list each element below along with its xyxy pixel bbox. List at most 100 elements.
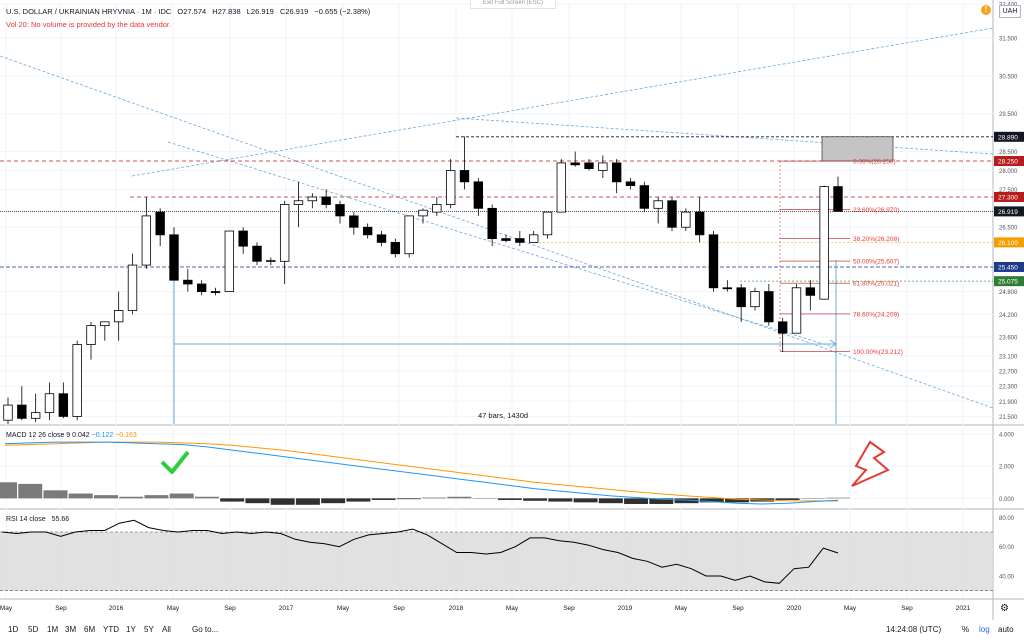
macd-histogram-bar [472, 498, 497, 499]
price-label-box [994, 237, 1024, 248]
macd-histogram-bar [169, 493, 194, 499]
fib-level-label: 0.00%(28.250) [853, 159, 896, 166]
candle [542, 211, 553, 236]
range-1m[interactable]: 1M [47, 625, 59, 634]
macd-histogram-bar [295, 498, 320, 505]
y-tick-label: 4.000 [999, 433, 1015, 439]
candle [570, 162, 580, 166]
candle [266, 260, 276, 262]
highlight-box [821, 136, 894, 162]
candle [750, 291, 760, 308]
rsi-legend: RSI 14 close 55.66 [6, 516, 69, 523]
y-tick-label: 23.600 [999, 335, 1018, 341]
candle [44, 393, 55, 414]
candle [556, 162, 567, 213]
x-tick-label: 2017 [279, 605, 294, 612]
range-6m[interactable]: 6M [84, 625, 96, 634]
fib-level-label: 23.60%(26.970) [853, 207, 899, 214]
price-label-box [994, 276, 1024, 287]
candle [473, 181, 484, 209]
exit-fullscreen-button[interactable]: Exit Full Screen (ESC) [470, 0, 556, 9]
candle [432, 204, 442, 213]
macd-histogram-bar [194, 496, 219, 499]
trend-line [167, 141, 831, 347]
candle [141, 215, 152, 266]
candle [805, 287, 816, 296]
macd-histogram-bar [573, 498, 598, 503]
macd-histogram-bar [523, 498, 548, 501]
y-tick-label: 22.700 [999, 370, 1018, 376]
candle [155, 211, 165, 236]
candle [515, 238, 525, 243]
macd-histogram-bar [800, 498, 825, 499]
price-label-text: 28.890 [998, 134, 1018, 141]
x-tick-label: 2019 [618, 605, 633, 612]
x-tick-label: May [167, 605, 180, 612]
macd-histogram-bar [826, 497, 850, 499]
candle [17, 404, 27, 419]
close-value: C26.919 [279, 7, 309, 16]
macd-histogram-bar [497, 498, 522, 500]
x-tick-label: 2021 [956, 605, 971, 612]
y-tick-label: 28.500 [999, 150, 1018, 156]
candle [764, 291, 774, 323]
range-1d[interactable]: 1D [8, 625, 19, 634]
candle [487, 207, 497, 239]
y-tick-label: 31.500 [999, 37, 1018, 43]
candle [722, 287, 733, 290]
currency-label[interactable]: UAH [999, 5, 1021, 18]
macd-histogram-bar [270, 498, 295, 505]
range-3m[interactable]: 3M [65, 625, 77, 634]
range-1y[interactable]: 1Y [126, 625, 136, 634]
y-tick-label: 21.500 [999, 415, 1018, 421]
utc-clock[interactable]: 14:24:08 (UTC) [886, 625, 942, 634]
macd-histogram-bar [396, 498, 421, 500]
log-toggle[interactable]: log [979, 625, 990, 634]
low-value: L26.919 [246, 7, 274, 16]
high-value: H27.838 [212, 7, 241, 16]
range-5y[interactable]: 5Y [144, 625, 154, 634]
y-tick-label: 23.100 [999, 354, 1018, 360]
fib-level-label: 100.00%(23.212) [853, 349, 903, 356]
macd-histogram-bar [321, 498, 346, 504]
macd-histogram-bar [447, 496, 472, 499]
macd-title: MACD 12 26 close 9 [6, 432, 71, 439]
fib-level-label: 78.60%(24.209) [853, 311, 899, 318]
range-ytd[interactable]: YTD [103, 625, 119, 634]
volume-note: Vol 20: No volume is provided by the dat… [6, 20, 172, 29]
rsi-title: RSI 14 close [6, 516, 46, 523]
gear-icon[interactable]: ⚙ [1000, 603, 1009, 614]
macd-histogram-bar [245, 498, 270, 504]
candle [681, 211, 691, 228]
price-label-text: 26.919 [998, 209, 1018, 216]
range-5d[interactable]: 5D [28, 625, 39, 634]
candle [293, 200, 304, 205]
candle [86, 325, 96, 345]
candle [127, 264, 138, 311]
candle [362, 226, 373, 236]
x-tick-label: Sep [393, 605, 405, 612]
percent-toggle[interactable]: % [962, 625, 970, 634]
fib-level-label: 61.80%(25.021) [853, 281, 899, 288]
candle [224, 230, 235, 292]
trend-line [455, 117, 994, 155]
price-label-box [994, 131, 1024, 142]
macd-value: 0.042 [72, 432, 90, 439]
x-tick-label: May [337, 605, 350, 612]
candle [279, 204, 290, 262]
macd-histogram-bar [144, 495, 169, 499]
macd-legend: MACD 12 26 close 9 0.042 −0.122 −0.163 [6, 432, 137, 439]
auto-toggle[interactable]: auto [998, 625, 1014, 634]
candle [694, 211, 705, 236]
candle [404, 215, 414, 255]
range-all[interactable]: All [162, 625, 171, 634]
price-label-text: 28.250 [998, 159, 1018, 166]
x-tick-label: May [844, 605, 857, 612]
x-tick-label: Sep [224, 605, 236, 612]
candle [113, 310, 124, 323]
change-value: −0.655 (−2.38%) [314, 7, 371, 16]
warning-icon[interactable]: ! [981, 5, 991, 15]
goto-button[interactable]: Go to... [192, 625, 219, 634]
candle [625, 181, 636, 187]
